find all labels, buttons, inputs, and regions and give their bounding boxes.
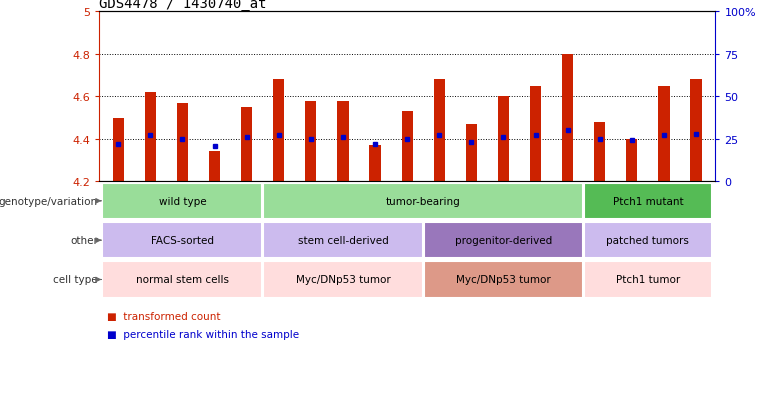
Bar	[690, 80, 702, 182]
Bar	[337, 101, 349, 182]
Bar	[402, 112, 412, 182]
Bar	[530, 86, 541, 182]
Bar	[626, 139, 638, 182]
Text: Ptch1 tumor: Ptch1 tumor	[616, 275, 680, 285]
Text: FACS-sorted: FACS-sorted	[151, 235, 214, 246]
Text: Myc/DNp53 tumor: Myc/DNp53 tumor	[295, 275, 390, 285]
Bar	[209, 152, 220, 182]
Bar	[113, 118, 124, 182]
Text: ■  percentile rank within the sample: ■ percentile rank within the sample	[107, 330, 298, 339]
Text: Ptch1 mutant: Ptch1 mutant	[613, 196, 683, 206]
Text: normal stem cells: normal stem cells	[136, 275, 229, 285]
Text: wild type: wild type	[158, 196, 206, 206]
Bar	[466, 125, 477, 182]
Bar	[584, 223, 712, 259]
Text: progenitor-derived: progenitor-derived	[455, 235, 552, 246]
Bar	[305, 101, 317, 182]
Text: patched tumors: patched tumors	[607, 235, 689, 246]
Bar	[241, 108, 252, 182]
Bar	[424, 223, 584, 259]
Bar	[103, 183, 263, 219]
Bar	[562, 55, 573, 182]
Text: other: other	[70, 235, 98, 246]
Bar	[369, 146, 380, 182]
Bar	[145, 93, 156, 182]
Bar	[584, 262, 712, 298]
Text: GDS4478 / 1430740_at: GDS4478 / 1430740_at	[99, 0, 266, 12]
Text: cell type: cell type	[53, 275, 98, 285]
Text: ■  transformed count: ■ transformed count	[107, 311, 220, 321]
Bar	[434, 80, 445, 182]
Bar	[424, 262, 584, 298]
Bar	[594, 122, 606, 182]
Text: Myc/DNp53 tumor: Myc/DNp53 tumor	[456, 275, 551, 285]
Bar	[103, 262, 263, 298]
Bar	[658, 86, 670, 182]
Bar	[263, 223, 423, 259]
Text: tumor-bearing: tumor-bearing	[386, 196, 460, 206]
Bar	[584, 183, 712, 219]
Text: genotype/variation: genotype/variation	[0, 196, 98, 206]
Bar	[177, 103, 188, 182]
Bar	[263, 183, 584, 219]
Text: stem cell-derived: stem cell-derived	[298, 235, 388, 246]
Bar	[103, 223, 263, 259]
Bar	[263, 262, 423, 298]
Bar	[498, 97, 509, 182]
Bar	[273, 80, 285, 182]
